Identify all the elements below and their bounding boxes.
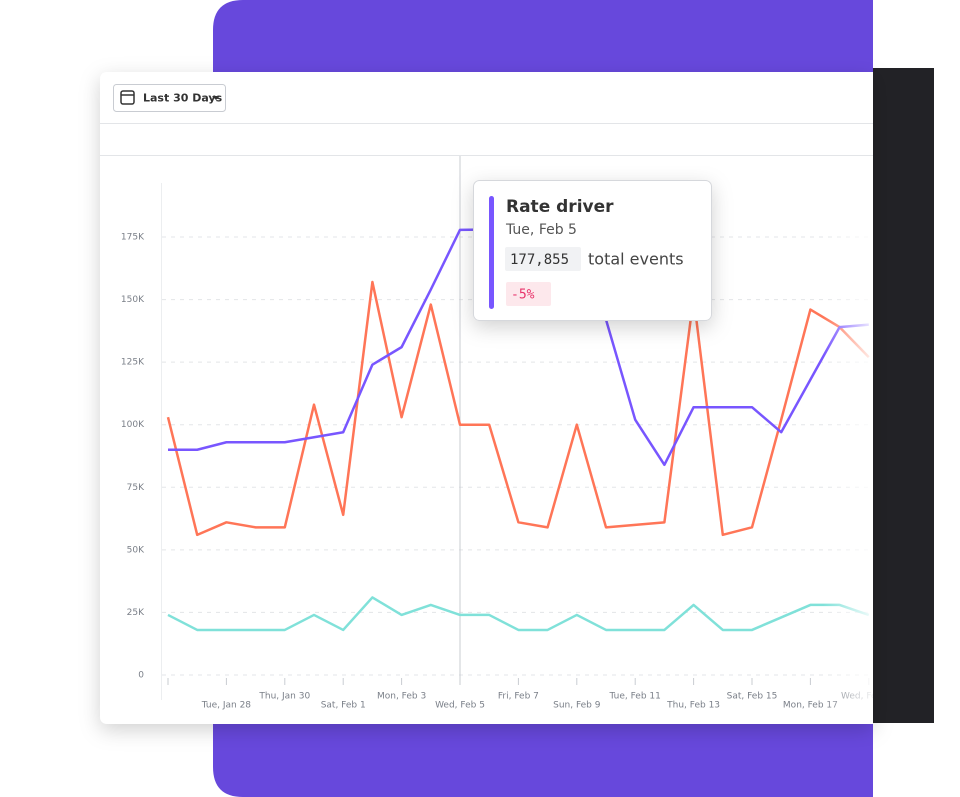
x-tick-label: Fri, Feb 7 bbox=[498, 692, 539, 702]
tooltip-change: -5% bbox=[511, 288, 535, 303]
tooltip-date: Tue, Feb 5 bbox=[505, 222, 577, 238]
y-tick-label: 25K bbox=[127, 608, 145, 618]
hover-point bbox=[459, 229, 461, 231]
y-tick-label: 0 bbox=[138, 671, 144, 681]
y-tick-label: 50K bbox=[127, 545, 145, 555]
y-tick-label: 175K bbox=[121, 233, 145, 243]
y-tick-label: 100K bbox=[121, 420, 145, 430]
calendar-icon bbox=[120, 90, 135, 105]
x-tick-label: Tue, Feb 11 bbox=[609, 692, 661, 702]
x-tick-label: Wed, Feb 5 bbox=[435, 701, 485, 711]
button-box[interactable] bbox=[113, 84, 226, 112]
y-tick-label: 75K bbox=[127, 483, 145, 493]
y-tick-label: 125K bbox=[121, 358, 145, 368]
tooltip: Rate driver Tue, Feb 5 177,855 total eve… bbox=[473, 180, 712, 321]
value-chip bbox=[505, 247, 581, 271]
y-tick-label: 150K bbox=[121, 295, 145, 305]
card bbox=[100, 72, 873, 724]
x-tick-label: Sat, Feb 1 bbox=[321, 701, 366, 711]
date-button[interactable]: Last 30 Days bbox=[113, 84, 226, 112]
change-chip bbox=[506, 282, 551, 306]
plot: 0 25K 50K 75K 100K 125K 150K 175K Tue, Jan 28 Thu… bbox=[121, 156, 873, 711]
tooltip-value: 177,855 bbox=[510, 252, 569, 268]
x-tick-label: Sat, Feb 15 bbox=[727, 692, 778, 702]
series-line bbox=[167, 596, 870, 632]
dark-panel bbox=[873, 68, 934, 723]
tooltip-color-bar bbox=[489, 196, 494, 309]
tooltip-title: Rate driver bbox=[506, 197, 614, 217]
x-tick-label: Mon, Feb 17 bbox=[783, 701, 838, 711]
x-tick-label: Thu, Feb 13 bbox=[666, 701, 720, 711]
x-tick-label: Tue, Jan 28 bbox=[201, 701, 252, 711]
x-tick-label: Mon, Feb 3 bbox=[377, 692, 426, 702]
edge-fade bbox=[823, 156, 873, 724]
x-tick-label: Thu, Jan 30 bbox=[258, 692, 310, 702]
date-range-label: Last 30 Days bbox=[143, 92, 223, 105]
dropdown-caret bbox=[212, 96, 220, 100]
x-tick-label: Sun, Feb 9 bbox=[553, 701, 601, 711]
tooltip-unit: total events bbox=[588, 250, 684, 269]
series-line bbox=[166, 280, 870, 537]
